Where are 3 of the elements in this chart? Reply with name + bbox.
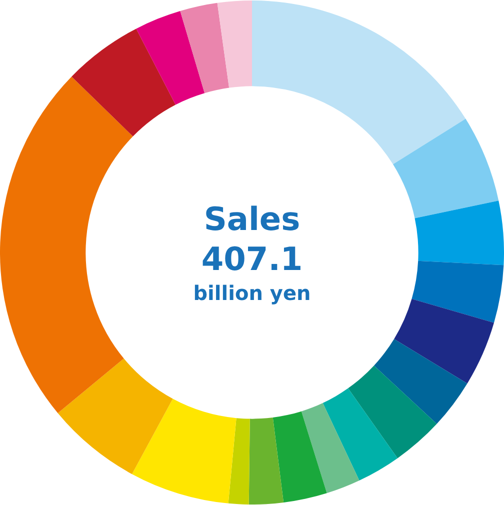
text: 407.1: [201, 238, 303, 278]
text: billion yen: [193, 280, 311, 306]
text: Sales: [204, 198, 300, 238]
